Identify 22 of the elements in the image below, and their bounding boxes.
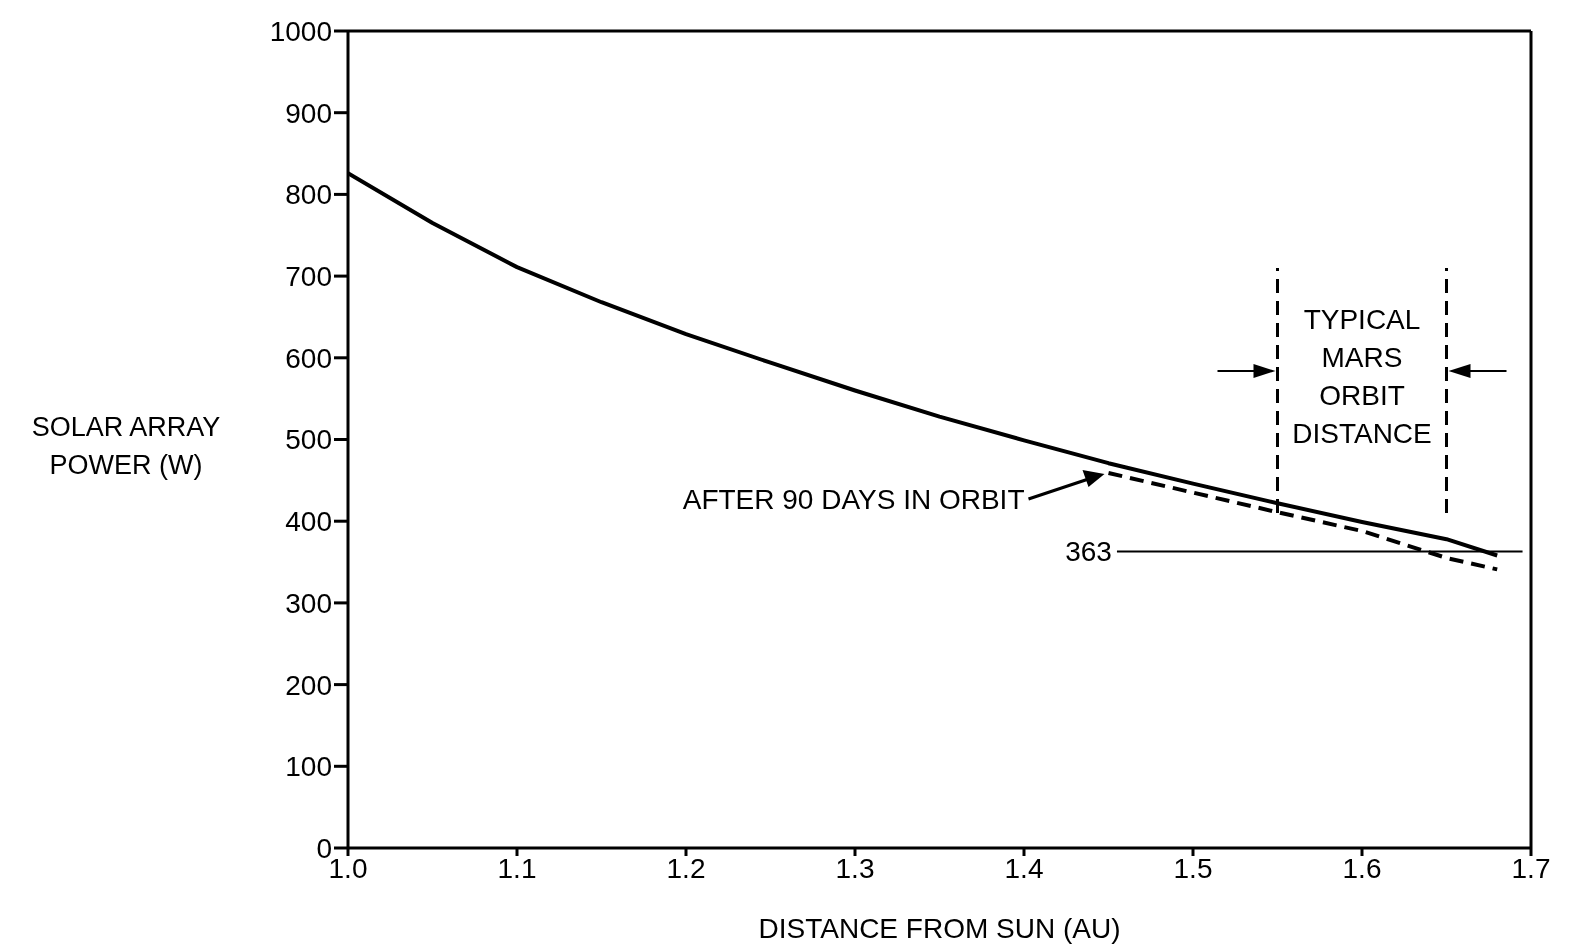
y-tick-label: 500 <box>285 424 332 456</box>
x-tick-label: 1.5 <box>1173 852 1213 884</box>
y-tick-label: 800 <box>285 179 332 211</box>
x-tick-label: 1.2 <box>666 852 706 884</box>
y-tick-label: 1000 <box>269 15 332 47</box>
y-tick-label: 200 <box>285 669 332 701</box>
annotation: AFTER 90 DAYS IN ORBIT <box>682 484 1025 515</box>
x-axis-title: DISTANCE FROM SUN (AU) <box>758 913 1121 944</box>
x-tick-label: 1.7 <box>1511 852 1551 884</box>
y-tick-label: 300 <box>285 587 332 619</box>
ref-line-label: 363 <box>1065 536 1112 568</box>
y-tick-label: 100 <box>285 751 332 783</box>
y-tick-label: 900 <box>285 97 332 129</box>
annotation: TYPICAL MARS ORBIT DISTANCE <box>1292 304 1432 449</box>
x-tick-label: 1.3 <box>835 852 875 884</box>
y-tick-label: 400 <box>285 506 332 538</box>
x-tick-label: 1.4 <box>1004 852 1044 884</box>
y-tick-label: 600 <box>285 342 332 374</box>
x-tick-label: 1.1 <box>497 852 537 884</box>
y-tick-label: 700 <box>285 261 332 293</box>
x-tick-label: 1.6 <box>1342 852 1382 884</box>
y-axis-title: SOLAR ARRAY POWER (W) <box>31 412 221 480</box>
